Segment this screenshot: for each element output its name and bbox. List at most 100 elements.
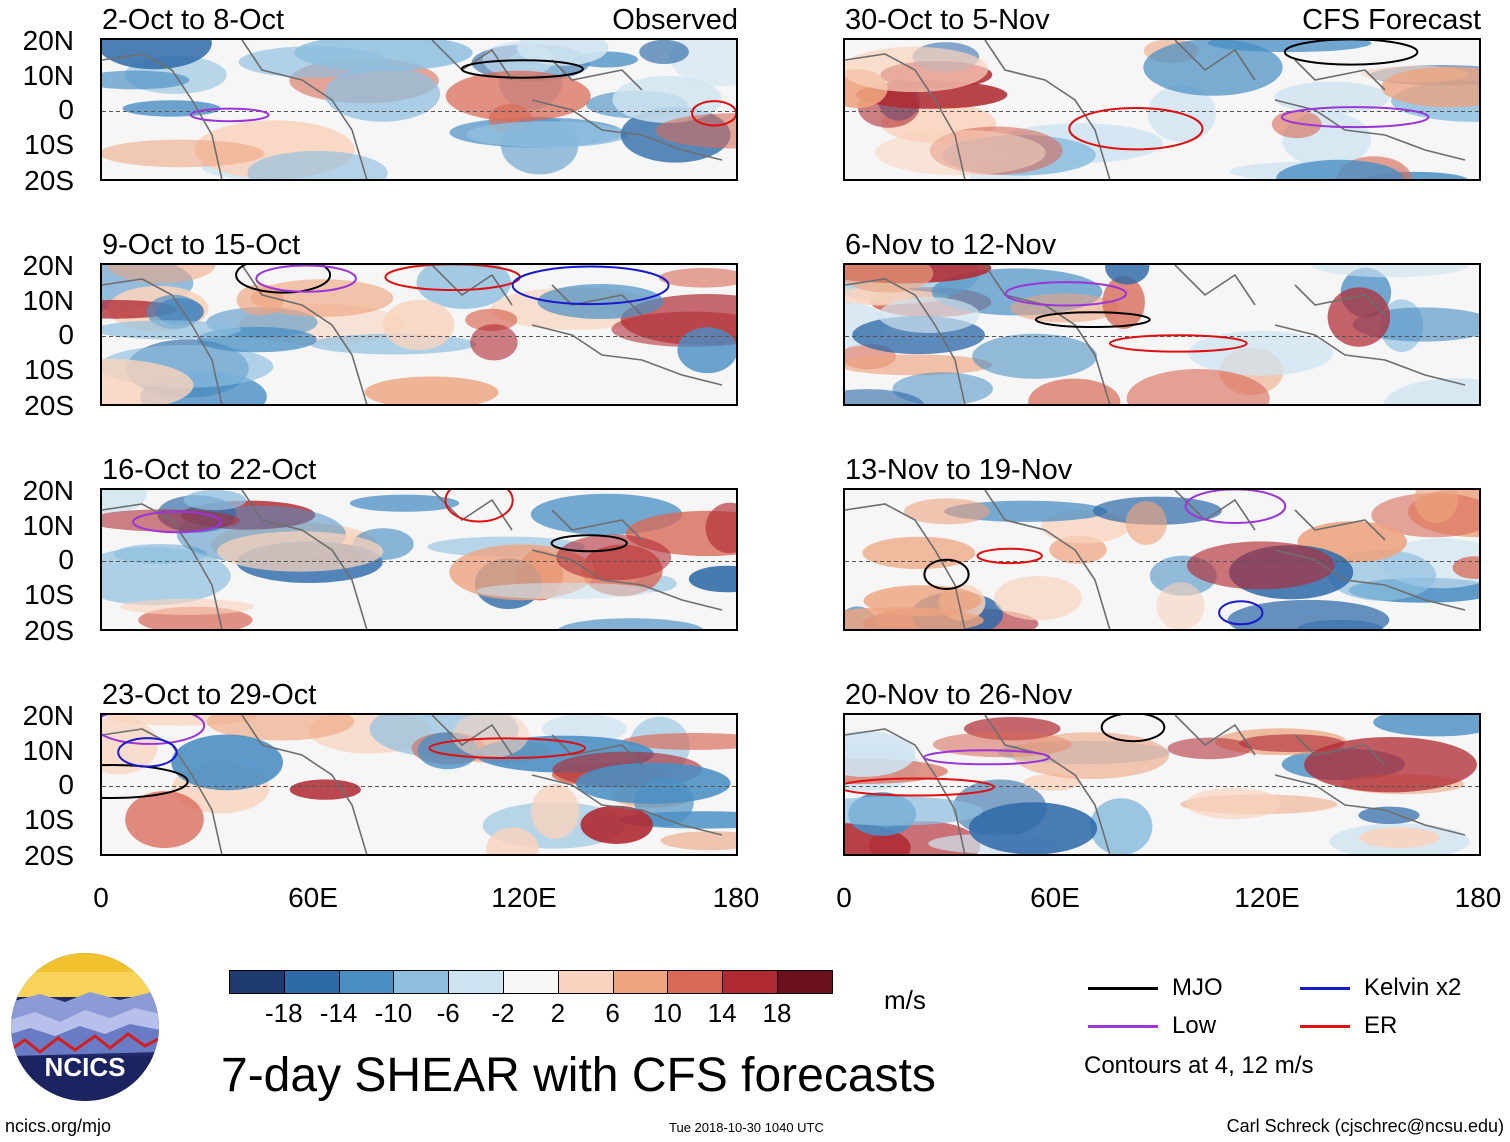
colorbar-label: -18	[265, 998, 303, 1028]
map-panel-5	[843, 38, 1481, 181]
shear-field-blob	[1414, 490, 1459, 524]
shear-field-blob	[575, 762, 731, 804]
panel-source-label-5: CFS Forecast	[1302, 4, 1481, 36]
contour-note: Contours at 4, 12 m/s	[1084, 1052, 1314, 1079]
footer-url[interactable]: ncics.org/mjo	[5, 1116, 112, 1136]
ncics-logo[interactable]: NCICS	[10, 952, 160, 1102]
y-tick-1-0: 20N	[22, 25, 74, 56]
shear-field-blob	[1156, 582, 1205, 629]
map-panel-3	[100, 488, 738, 631]
shear-field-blob	[1304, 737, 1477, 793]
mjo-contour	[235, 265, 332, 294]
shear-field-blob	[892, 372, 993, 404]
shear-field-blob	[845, 731, 916, 777]
coastline	[845, 265, 1466, 404]
shear-field-blob	[580, 805, 653, 844]
colorbar-label: 2	[550, 998, 566, 1028]
shear-field-blob	[845, 46, 989, 92]
shear-field-blob	[1028, 378, 1121, 404]
shear-field-blob	[1358, 827, 1440, 848]
colorbar-swatch	[667, 970, 724, 994]
shear-field-blob	[102, 320, 241, 340]
panel-source-label-1: Observed	[612, 4, 738, 36]
x-tick-left-0: 0	[93, 882, 109, 913]
legend-line-low	[1088, 1025, 1158, 1028]
shear-field-blob	[677, 327, 736, 374]
x-tick-right-180: 180	[1454, 882, 1502, 913]
map-panel-6	[843, 263, 1481, 406]
low-contour	[255, 265, 357, 293]
low-contour	[102, 715, 206, 745]
shear-field-blob	[102, 40, 212, 70]
colorbar-label: 10	[652, 998, 682, 1028]
legend-line-kelvin	[1300, 987, 1350, 990]
coastline	[102, 490, 723, 629]
colorbar-label: -2	[491, 998, 515, 1028]
mjo-contour	[550, 534, 628, 553]
mjo-contour	[1100, 715, 1166, 743]
shear-field-blob	[171, 734, 283, 791]
er-contour	[428, 737, 587, 760]
x-tick-right-120e: 120E	[1234, 882, 1300, 913]
mjo-contour	[923, 558, 970, 591]
er-contour	[976, 547, 1043, 565]
er-contour	[1108, 334, 1248, 353]
panel-title-8: 20-Nov to 26-Nov	[845, 679, 1073, 711]
colorbar-label: 18	[762, 998, 792, 1028]
coastline	[102, 265, 723, 404]
shear-field-blob	[1102, 276, 1145, 329]
y-tick-3-3: 10S	[24, 579, 74, 610]
shear-field-blob	[1311, 265, 1469, 278]
coastline	[845, 40, 1466, 179]
colorbar-label: 14	[707, 998, 737, 1028]
panel-title-5: 30-Oct to 5-Nov	[845, 4, 1050, 36]
panel-title-3: 16-Oct to 22-Oct	[102, 454, 317, 486]
shear-field-blob	[122, 100, 221, 117]
colorbar-swatch	[393, 970, 450, 994]
y-tick-1-1: 10N	[22, 60, 74, 91]
colorbar-swatch	[229, 970, 285, 994]
shear-field-blob	[705, 502, 736, 554]
mjo-contour	[1283, 40, 1419, 66]
coastline	[845, 490, 1466, 629]
map-panel-4	[100, 713, 738, 856]
colorbar-swatch	[777, 970, 833, 994]
kelvin-contour	[511, 265, 670, 306]
shear-field-blob	[107, 265, 216, 284]
shear-field-blob	[1373, 715, 1479, 737]
shear-field-blob	[1238, 734, 1345, 753]
y-tick-4-0: 20N	[22, 700, 74, 731]
kelvin-contour	[1218, 600, 1264, 626]
shear-field-blob	[862, 536, 976, 570]
shear-field-blob	[250, 279, 394, 317]
shear-field-blob	[476, 582, 654, 599]
shear-field-blob	[845, 389, 924, 404]
shear-field-blob	[655, 113, 736, 149]
colorbar-swatch	[448, 970, 504, 994]
x-tick-left-120e: 120E	[491, 882, 557, 913]
x-tick-left-60e: 60E	[288, 882, 338, 913]
shear-field-blob	[1271, 110, 1322, 139]
chart-title: 7-day SHEAR with CFS forecasts	[221, 1049, 936, 1102]
shear-field-blob	[1143, 40, 1283, 96]
y-tick-2-1: 10N	[22, 285, 74, 316]
colorbar-label: -14	[319, 998, 358, 1028]
legend-label-er: ER	[1364, 1012, 1398, 1039]
colorbar-swatch	[612, 970, 669, 994]
shear-field-blob	[102, 70, 190, 90]
colorbar-swatch	[283, 970, 340, 994]
shear-field-blob	[1186, 541, 1335, 590]
shear-field-blob	[1227, 599, 1390, 629]
shear-field-blob	[660, 831, 736, 851]
shear-field-blob	[993, 576, 1083, 621]
colorbar-swatch	[722, 970, 778, 994]
panel-title-1: 2-Oct to 8-Oct	[102, 4, 285, 36]
shear-field-blob	[486, 827, 539, 854]
shear-field-blob	[324, 66, 441, 122]
er-contour	[691, 100, 736, 127]
y-tick-4-2: 0	[58, 769, 74, 800]
y-tick-2-3: 10S	[24, 354, 74, 385]
y-tick-1-2: 0	[58, 94, 74, 125]
er-contour	[1068, 107, 1204, 151]
y-tick-3-4: 20S	[24, 615, 74, 646]
